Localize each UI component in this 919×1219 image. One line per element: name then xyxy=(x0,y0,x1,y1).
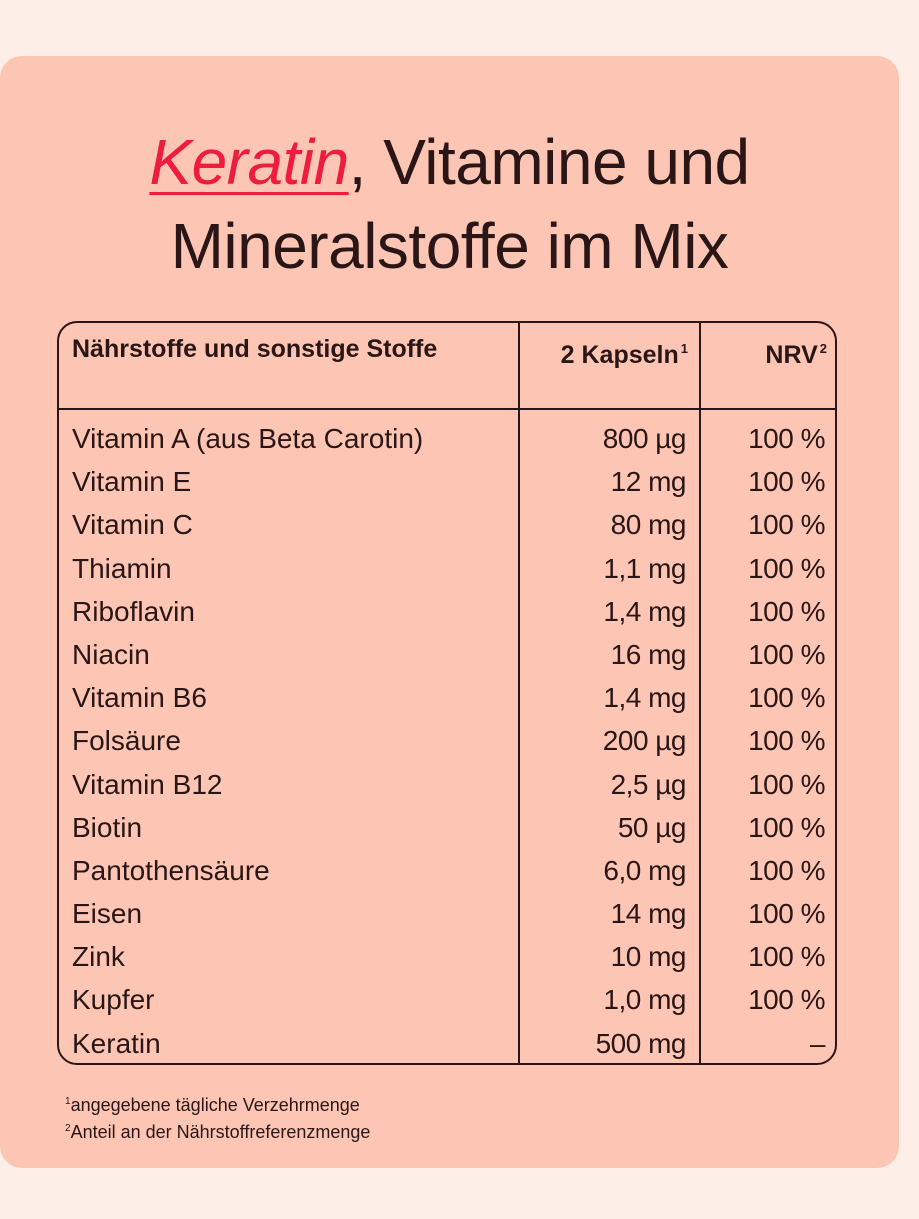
nutrient-amount: 1,1 mg xyxy=(603,552,686,584)
nutrient-amount: 14 mg xyxy=(610,898,687,930)
nutrient-name: Eisen xyxy=(72,898,143,930)
nutrient-name: Zink xyxy=(72,941,125,973)
footnote-text: Anteil an der Nährstoffreferenzmenge xyxy=(70,1122,371,1142)
nutrient-name: Biotin xyxy=(72,811,143,843)
nutrient-nrv: 100 % xyxy=(748,466,825,498)
header-nrv-label: NRV xyxy=(765,341,818,369)
nutrient-amount: 10 mg xyxy=(610,941,687,973)
table-row: Folsäure 200 µg 100 % xyxy=(59,719,835,762)
nutrient-amount: 500 mg xyxy=(595,1027,687,1059)
nutrient-nrv: 100 % xyxy=(748,811,825,843)
nutrient-name: Thiamin xyxy=(72,552,172,584)
footnote-mark: 2 xyxy=(65,1123,71,1134)
nutrient-nrv: 100 % xyxy=(748,768,825,800)
table-row: Vitamin A (aus Beta Carotin) 800 µg 100 % xyxy=(59,417,835,460)
table-body: Vitamin A (aus Beta Carotin) 800 µg 100 % … xyxy=(59,417,835,1063)
nutrient-amount: 1,4 mg xyxy=(603,682,686,714)
nutrient-amount: 200 µg xyxy=(602,725,687,757)
nutrient-name: Keratin xyxy=(72,1027,161,1059)
footnotes: 1angegebene tägliche Verzehrmenge 2Antei… xyxy=(65,1090,370,1144)
header-nutrient: Nährstoffe und sonstige Stoffe xyxy=(72,335,438,363)
nutrient-name: Vitamin B12 xyxy=(72,768,223,800)
nutrient-nrv: 100 % xyxy=(748,682,825,714)
table-row: Zink 10 mg 100 % xyxy=(59,935,835,978)
nutrient-amount: 2,5 µg xyxy=(610,768,687,800)
nutrient-nrv: 100 % xyxy=(748,423,825,454)
header-nrv: NRV 2 xyxy=(701,332,827,372)
table-row: Vitamin E 12 mg 100 % xyxy=(59,460,835,503)
table-row: Eisen 14 mg 100 % xyxy=(59,892,835,935)
nutrient-nrv: 100 % xyxy=(748,725,825,757)
table-row: Niacin 16 mg 100 % xyxy=(59,633,835,676)
nutrient-nrv: 100 % xyxy=(748,509,825,541)
nutrient-nrv: 100 % xyxy=(748,638,825,670)
nutrient-nrv: 100 % xyxy=(748,854,825,886)
footnote-mark: 1 xyxy=(65,1096,71,1107)
nutrient-name: Vitamin B6 xyxy=(72,682,207,714)
nutrient-amount: 12 mg xyxy=(610,466,687,498)
nutrient-name: Folsäure xyxy=(72,725,181,757)
nutrient-name: Niacin xyxy=(72,638,150,670)
nutrient-amount: 80 mg xyxy=(610,509,687,541)
nutrient-nrv: – xyxy=(809,1027,826,1059)
nutrient-amount: 800 µg xyxy=(602,423,687,454)
nutrient-name: Riboflavin xyxy=(72,595,195,627)
header-divider xyxy=(59,408,835,410)
nutrient-table: Nährstoffe und sonstige Stoffe 2 Kapseln… xyxy=(57,321,837,1065)
column-divider xyxy=(518,323,520,1063)
table-row: Vitamin B6 1,4 mg 100 % xyxy=(59,676,835,719)
nutrient-nrv: 100 % xyxy=(748,984,825,1016)
column-divider xyxy=(699,323,701,1063)
table-row: Kupfer 1,0 mg 100 % xyxy=(59,978,835,1021)
nutrient-name: Kupfer xyxy=(72,984,155,1016)
table-row: Keratin 500 mg – xyxy=(59,1022,835,1063)
header-amount: 2 Kapseln 1 xyxy=(520,332,688,372)
nutrient-name: Vitamin E xyxy=(72,466,192,498)
page-title: Keratin, Vitamine und Mineralstoffe im M… xyxy=(0,120,899,288)
content-card xyxy=(0,56,899,1168)
table-row: Pantothensäure 6,0 mg 100 % xyxy=(59,849,835,892)
nutrient-name: Pantothensäure xyxy=(72,854,270,886)
table-row: Biotin 50 µg 100 % xyxy=(59,806,835,849)
nutrient-nrv: 100 % xyxy=(748,898,825,930)
footnote-text: angegebene tägliche Verzehrmenge xyxy=(70,1095,360,1115)
header-amount-label: 2 Kapseln xyxy=(560,341,679,369)
footnote-2: 2Anteil an der Nährstoffreferenzmenge xyxy=(65,1117,370,1144)
nutrient-name: Vitamin A (aus Beta Carotin) xyxy=(72,423,424,454)
header-amount-footnote-mark: 1 xyxy=(680,341,688,356)
title-line1-rest: , Vitamine und xyxy=(348,126,750,198)
footnote-1: 1angegebene tägliche Verzehrmenge xyxy=(65,1090,370,1117)
table-row: Thiamin 1,1 mg 100 % xyxy=(59,547,835,590)
nutrient-amount: 50 µg xyxy=(617,811,687,843)
nutrient-amount: 1,4 mg xyxy=(603,595,686,627)
header-nrv-footnote-mark: 2 xyxy=(819,341,827,356)
nutrient-amount: 1,0 mg xyxy=(603,984,686,1016)
table-row: Vitamin B12 2,5 µg 100 % xyxy=(59,763,835,806)
nutrient-nrv: 100 % xyxy=(748,941,825,973)
title-accent: Keratin xyxy=(149,126,349,198)
table-row: Riboflavin 1,4 mg 100 % xyxy=(59,590,835,633)
nutrient-nrv: 100 % xyxy=(748,552,825,584)
table-row: Vitamin C 80 mg 100 % xyxy=(59,503,835,546)
nutrient-nrv: 100 % xyxy=(748,595,825,627)
title-line2: Mineralstoffe im Mix xyxy=(170,210,729,282)
nutrient-amount: 6,0 mg xyxy=(603,854,686,886)
nutrient-name: Vitamin C xyxy=(72,509,193,541)
nutrient-amount: 16 mg xyxy=(610,638,687,670)
